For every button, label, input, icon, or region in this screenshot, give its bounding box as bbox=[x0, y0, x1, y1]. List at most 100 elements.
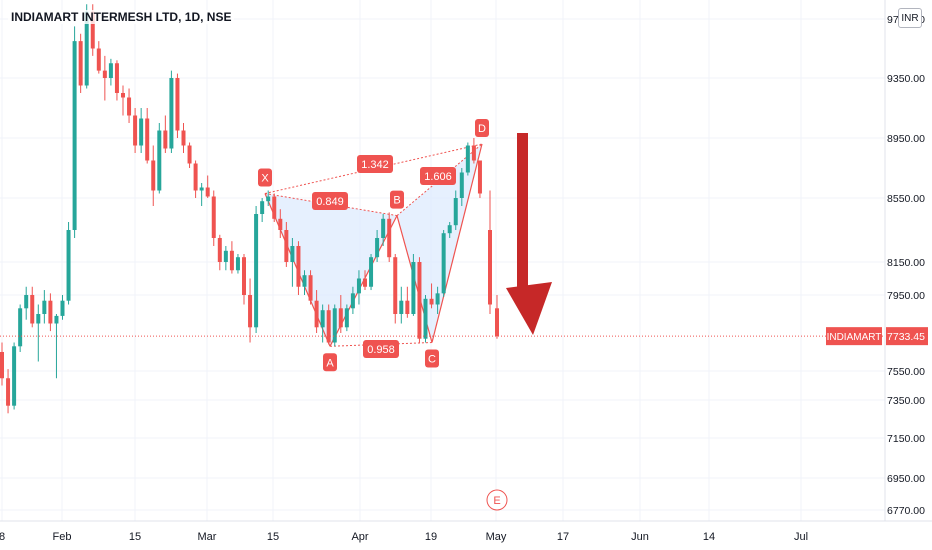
candle-body bbox=[260, 201, 265, 214]
time-tick-label: Jun bbox=[631, 531, 649, 543]
time-tick-label: 17 bbox=[557, 531, 569, 543]
candle bbox=[429, 283, 434, 309]
candle-body bbox=[429, 298, 434, 305]
candle-body bbox=[54, 315, 59, 324]
candle bbox=[369, 254, 374, 291]
ratio-badge: 1.342 bbox=[357, 155, 393, 173]
candle-body bbox=[314, 300, 319, 328]
candle bbox=[393, 254, 398, 324]
candle-body bbox=[375, 238, 380, 258]
candle bbox=[477, 160, 482, 198]
candle-body bbox=[127, 97, 132, 116]
time-axis[interactable]: 8 Feb 15 Mar 15 Apr 19 May 17 Jun 14 Jul bbox=[0, 520, 932, 543]
pattern-point-b: B bbox=[390, 190, 404, 209]
candle bbox=[278, 209, 283, 238]
candle bbox=[187, 142, 192, 168]
candle-body bbox=[211, 196, 216, 238]
pattern-ratio-line bbox=[264, 143, 483, 194]
event-marker[interactable]: E bbox=[486, 489, 508, 511]
candle-body bbox=[24, 295, 29, 309]
candle bbox=[435, 286, 440, 314]
candle bbox=[338, 295, 343, 333]
candle-body bbox=[66, 230, 71, 301]
candle-body bbox=[308, 275, 313, 301]
candle-body bbox=[266, 196, 271, 202]
last-price-tag[interactable]: INDIAMART 7733.45 bbox=[826, 327, 928, 346]
candle-body bbox=[435, 293, 440, 305]
candle bbox=[387, 212, 392, 262]
candle-body bbox=[48, 300, 53, 324]
candle-body bbox=[356, 278, 361, 294]
candle bbox=[235, 254, 240, 274]
price-tick-label: 8550.00 bbox=[887, 193, 925, 205]
candle-body bbox=[84, 11, 89, 86]
candle-body bbox=[399, 300, 404, 314]
candle-body bbox=[217, 238, 222, 262]
point-label: X bbox=[261, 173, 269, 185]
candle bbox=[248, 278, 253, 343]
candle-body bbox=[169, 78, 174, 149]
point-badge bbox=[323, 353, 337, 372]
price-axis[interactable]: 9750.009350.008950.008550.008150.007950.… bbox=[826, 0, 928, 521]
symbol-tag-bg bbox=[826, 327, 882, 346]
candle-body bbox=[78, 41, 83, 86]
candle-body bbox=[447, 225, 452, 234]
candle-body bbox=[181, 130, 186, 146]
candle bbox=[223, 246, 228, 271]
candle bbox=[163, 115, 168, 153]
currency-badge[interactable]: INR bbox=[898, 8, 922, 28]
event-marker-label: E bbox=[493, 495, 500, 507]
candle bbox=[453, 190, 458, 230]
candle bbox=[96, 41, 101, 74]
candle bbox=[254, 206, 259, 333]
point-label: D bbox=[478, 123, 486, 135]
candle-body bbox=[157, 130, 162, 191]
time-tick-label: 19 bbox=[425, 531, 437, 543]
candle-body bbox=[235, 257, 240, 271]
candle bbox=[48, 293, 53, 332]
candle-body bbox=[290, 246, 295, 262]
point-badge bbox=[425, 349, 439, 368]
ratio-badge: 0.849 bbox=[312, 192, 348, 210]
last-price-value: 7733.45 bbox=[887, 331, 925, 343]
pattern-point-a: A bbox=[323, 353, 337, 372]
candle bbox=[157, 123, 162, 194]
point-badge bbox=[390, 190, 404, 209]
candle-body bbox=[488, 230, 492, 305]
candle bbox=[320, 304, 325, 343]
point-badge bbox=[475, 119, 489, 137]
candle-body bbox=[102, 70, 107, 78]
pattern-fill-xab bbox=[265, 193, 397, 347]
candle bbox=[6, 369, 11, 414]
ratio-badge-bg bbox=[312, 192, 348, 210]
point-badge bbox=[258, 168, 272, 187]
candle bbox=[127, 88, 132, 123]
candle bbox=[465, 142, 470, 176]
candle-body bbox=[465, 145, 470, 173]
candle bbox=[60, 295, 65, 320]
time-tick-label: Mar bbox=[198, 531, 217, 543]
time-tick-label: Jul bbox=[794, 531, 808, 543]
candle bbox=[211, 190, 216, 246]
time-tick-label: May bbox=[486, 531, 507, 543]
candle-body bbox=[284, 230, 289, 262]
candle bbox=[411, 254, 416, 316]
candle bbox=[42, 290, 47, 324]
last-price-bg bbox=[886, 327, 928, 346]
candle-body bbox=[417, 262, 422, 339]
price-tick-label: 8950.00 bbox=[887, 133, 925, 145]
candle-body bbox=[495, 308, 499, 337]
candle bbox=[302, 270, 307, 295]
ratio-badge-bg bbox=[357, 155, 393, 173]
candle bbox=[175, 73, 180, 138]
arrow-shaft bbox=[517, 133, 528, 288]
candle-body bbox=[471, 145, 476, 161]
price-tick-label: 7350.00 bbox=[887, 395, 925, 407]
candle bbox=[242, 254, 246, 305]
candle-body bbox=[163, 130, 168, 149]
candle bbox=[363, 270, 367, 291]
candle bbox=[447, 222, 452, 238]
candle bbox=[399, 286, 404, 324]
candle bbox=[199, 183, 204, 206]
